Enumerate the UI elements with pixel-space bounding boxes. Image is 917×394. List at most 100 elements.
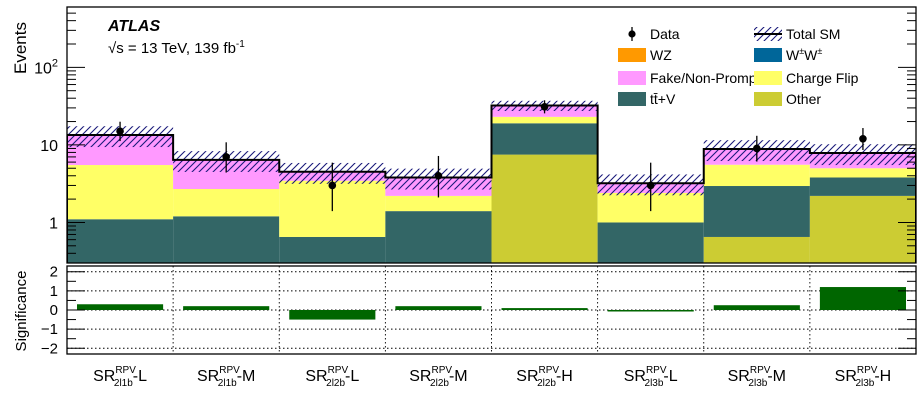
x-label-suffix: -M — [449, 368, 468, 385]
main-panel: 1 10 102 Events ATLAS √s = 13 TeV, 139 fb-… — [11, 6, 917, 264]
x-label-sub: 2l2b — [537, 378, 556, 389]
data-point — [222, 153, 230, 161]
y-axis-main: 1 10 102 — [34, 6, 916, 264]
x-label-sup: RPV — [646, 365, 667, 376]
stack-segment-charge-flip — [173, 188, 280, 217]
x-axis-labels: SRRPV 2l1b-L SRRPV 2l1b-M SRRPV 2l2b-L SRRPV 2l… — [93, 365, 891, 389]
legend-label: W±W± — [786, 46, 822, 63]
legend-label-sup: ± — [817, 46, 822, 56]
legend-item: Other — [754, 91, 821, 107]
y-axis-label: Events — [11, 22, 30, 74]
significance-bar — [77, 304, 164, 310]
x-label-suffix: -L — [345, 368, 359, 385]
stack-segment-other — [703, 236, 810, 263]
legend-label-part: W — [786, 47, 800, 63]
stack-segment-tt-v — [703, 186, 810, 237]
x-label-sub: 2l2b — [430, 378, 449, 389]
x-label-main: SR — [624, 368, 646, 385]
stack-segment-tt-v — [67, 219, 174, 263]
x-tick-label: SRRPV 2l3b-H — [835, 365, 892, 389]
stack-segment-tt-v — [279, 236, 386, 263]
x-label-suffix: -H — [874, 368, 891, 385]
y-tick-base: 10 — [40, 138, 58, 155]
y-tick-label: 10 — [40, 138, 58, 155]
sig-tick-label: 0 — [50, 302, 58, 319]
x-label-main: SR — [835, 368, 857, 385]
significance-bar — [289, 310, 376, 320]
data-point — [540, 102, 549, 111]
legend-swatch — [754, 92, 782, 106]
significance-bar — [183, 306, 270, 310]
y-tick-label: 102 — [34, 57, 58, 77]
stack-segment-charge-flip — [385, 195, 492, 212]
legend-item: W±W± — [754, 46, 822, 63]
legend-swatch — [618, 48, 646, 62]
legend-item: WZ — [618, 47, 672, 63]
x-label-suffix: -L — [663, 368, 677, 385]
legend-label: tt̄+V — [650, 91, 676, 107]
legend-label-sup: ± — [799, 46, 804, 56]
significance-bars — [77, 287, 906, 320]
lumi-superscript: -1 — [236, 39, 245, 50]
significance-bar — [819, 287, 906, 310]
legend-swatch — [618, 92, 646, 106]
x-label-main: SR — [93, 368, 115, 385]
x-tick-label: SRRPV 2l2b-H — [516, 365, 573, 389]
x-label-sup: RPV — [328, 365, 349, 376]
legend-item: Total SM — [754, 26, 840, 42]
data-point — [646, 181, 655, 190]
stack-segment-other — [809, 195, 916, 263]
legend-label: Fake/Non-Prompt — [650, 70, 761, 86]
x-label-sub: 2l1b — [218, 378, 237, 389]
legend-item: Fake/Non-Prompt — [618, 70, 761, 86]
significance-bar — [607, 310, 694, 312]
y-tick-base: 1 — [49, 215, 58, 232]
significance-bar — [501, 308, 588, 310]
x-label-sub: 2l2b — [326, 378, 345, 389]
stack-segment-tt-v — [597, 222, 704, 263]
data-point — [116, 127, 124, 136]
sig-tick-label: −1 — [41, 321, 58, 338]
x-label-main: SR — [516, 368, 538, 385]
stack-segment-tt-v — [491, 123, 598, 155]
x-label-sup: RPV — [539, 365, 560, 376]
energy-text: √s = 13 TeV, 139 fb — [108, 40, 236, 57]
legend-item: tt̄+V — [618, 91, 676, 107]
data-point — [753, 144, 761, 153]
x-label-sub: 2l3b — [748, 378, 767, 389]
x-tick-label: SRRPV 2l1b-L — [93, 365, 147, 389]
data-point — [328, 181, 337, 190]
y-tick-label: 1 — [49, 215, 58, 232]
x-tick-label: SRRPV 2l3b-M — [728, 365, 786, 389]
significance-bar — [713, 305, 800, 310]
stack-segment-tt-v — [173, 216, 280, 263]
experiment-label: ATLAS — [107, 18, 160, 35]
legend-swatch — [618, 71, 646, 85]
legend-label-part: W — [804, 47, 818, 63]
significance-axis-label: Significance — [13, 271, 30, 352]
x-label-main: SR — [305, 368, 327, 385]
x-label-sup: RPV — [750, 365, 771, 376]
x-label-sub: 2l1b — [114, 378, 133, 389]
x-tick-label: SRRPV 2l3b-L — [624, 365, 678, 389]
legend-swatch — [754, 48, 782, 62]
sig-tick-label: 1 — [50, 283, 58, 300]
x-label-sub: 2l3b — [855, 378, 874, 389]
significance-bar — [395, 306, 482, 310]
x-label-suffix: -L — [133, 368, 147, 385]
legend-data-marker — [628, 30, 636, 38]
x-label-suffix: -H — [556, 368, 573, 385]
legend-label: Total SM — [786, 26, 840, 42]
y-tick-exponent: 2 — [52, 57, 58, 69]
stack-segment-charge-flip — [67, 165, 174, 220]
significance-panel: 2 1 0 −1 −2 Significance — [13, 264, 917, 357]
x-label-sup: RPV — [219, 365, 240, 376]
x-label-main: SR — [409, 368, 431, 385]
x-label-sub: 2l3b — [645, 378, 664, 389]
energy-lumi-label: √s = 13 TeV, 139 fb-1 — [108, 39, 245, 57]
stack-segment-charge-flip — [491, 116, 598, 124]
legend-label: Other — [786, 91, 821, 107]
x-label-sup: RPV — [857, 365, 878, 376]
